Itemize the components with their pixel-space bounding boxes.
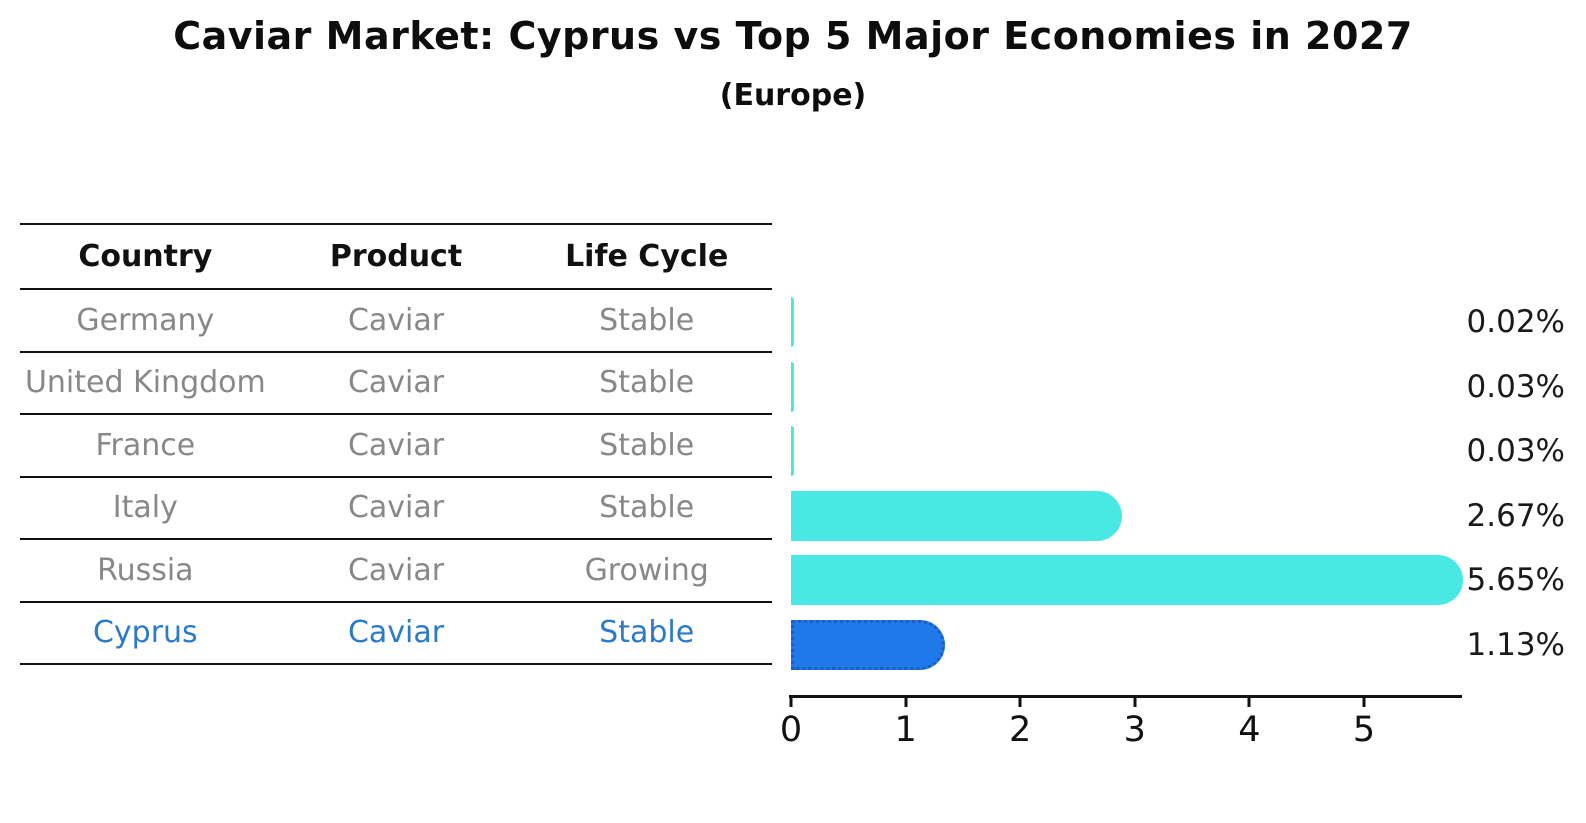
bar-germany bbox=[791, 297, 794, 348]
table-row-united-kingdom: United Kingdom Caviar Stable bbox=[20, 353, 772, 415]
cell-life-cycle: Stable bbox=[599, 490, 695, 526]
bar-cyprus bbox=[791, 619, 946, 670]
x-axis-tick-4 bbox=[1247, 698, 1251, 707]
x-axis-tick-label-2: 2 bbox=[1009, 710, 1032, 750]
cell-country: France bbox=[95, 427, 196, 463]
chart-title: Caviar Market: Cyprus vs Top 5 Major Eco… bbox=[173, 14, 1413, 58]
value-label-russia: 5.65% bbox=[1466, 562, 1565, 599]
table-header-country: Country bbox=[78, 239, 213, 274]
table-header-life-cycle: Life Cycle bbox=[565, 239, 729, 274]
table-row-italy: Italy Caviar Stable bbox=[20, 478, 772, 540]
table-header-product: Product bbox=[329, 239, 463, 274]
table-row-france: France Caviar Stable bbox=[20, 415, 772, 478]
value-label-cyprus: 1.13% bbox=[1466, 626, 1565, 663]
cell-product: Caviar bbox=[347, 365, 445, 401]
country-table: Country Product Life Cycle Germany Caviar St… bbox=[20, 223, 772, 665]
x-axis-tick-label-0: 0 bbox=[779, 710, 803, 750]
bar-united-kingdom bbox=[791, 361, 795, 412]
x-axis-line bbox=[789, 695, 1462, 698]
value-label-united-kingdom: 0.03% bbox=[1466, 368, 1565, 405]
cell-life-cycle: Stable bbox=[599, 427, 695, 463]
x-axis-tick-label-4: 4 bbox=[1238, 710, 1261, 750]
value-label-france: 0.03% bbox=[1466, 433, 1565, 470]
cell-country: United Kingdom bbox=[24, 365, 266, 401]
table-body: Germany Caviar Stable United Kingdom Caviar S… bbox=[20, 290, 772, 665]
value-label-italy: 2.67% bbox=[1466, 497, 1565, 534]
cell-product: Caviar bbox=[347, 615, 445, 651]
table-row-cyprus: Cyprus Caviar Stable bbox=[20, 603, 772, 665]
cell-product: Caviar bbox=[347, 302, 445, 338]
x-axis-tick-2 bbox=[1018, 698, 1022, 707]
table-row-russia: Russia Caviar Growing bbox=[20, 540, 772, 603]
bar-russia bbox=[791, 555, 1464, 606]
bar-france bbox=[791, 426, 795, 477]
chart-subtitle: (Europe) bbox=[719, 78, 867, 113]
cell-product: Caviar bbox=[347, 490, 445, 526]
cell-life-cycle: Stable bbox=[599, 302, 695, 338]
cell-life-cycle: Growing bbox=[584, 552, 709, 588]
x-axis-tick-0 bbox=[789, 698, 793, 707]
value-label-germany: 0.02% bbox=[1466, 304, 1565, 341]
cell-product: Caviar bbox=[347, 427, 445, 463]
cell-life-cycle: Stable bbox=[599, 615, 695, 651]
cell-product: Caviar bbox=[347, 552, 445, 588]
x-axis-tick-5 bbox=[1362, 698, 1366, 707]
x-axis-tick-3 bbox=[1133, 698, 1137, 707]
bar-italy bbox=[791, 490, 1122, 541]
x-axis-tick-label-5: 5 bbox=[1352, 710, 1376, 750]
cell-country: Cyprus bbox=[92, 615, 198, 651]
table-row-germany: Germany Caviar Stable bbox=[20, 290, 772, 353]
cell-country: Germany bbox=[76, 302, 215, 338]
table-header-row: Country Product Life Cycle bbox=[20, 225, 772, 290]
x-axis-tick-label-1: 1 bbox=[894, 710, 917, 750]
x-axis-tick-label-3: 3 bbox=[1123, 710, 1146, 750]
cell-country: Italy bbox=[112, 490, 178, 526]
cell-life-cycle: Stable bbox=[599, 365, 695, 401]
x-axis-tick-1 bbox=[904, 698, 908, 707]
cell-country: Russia bbox=[97, 552, 194, 588]
